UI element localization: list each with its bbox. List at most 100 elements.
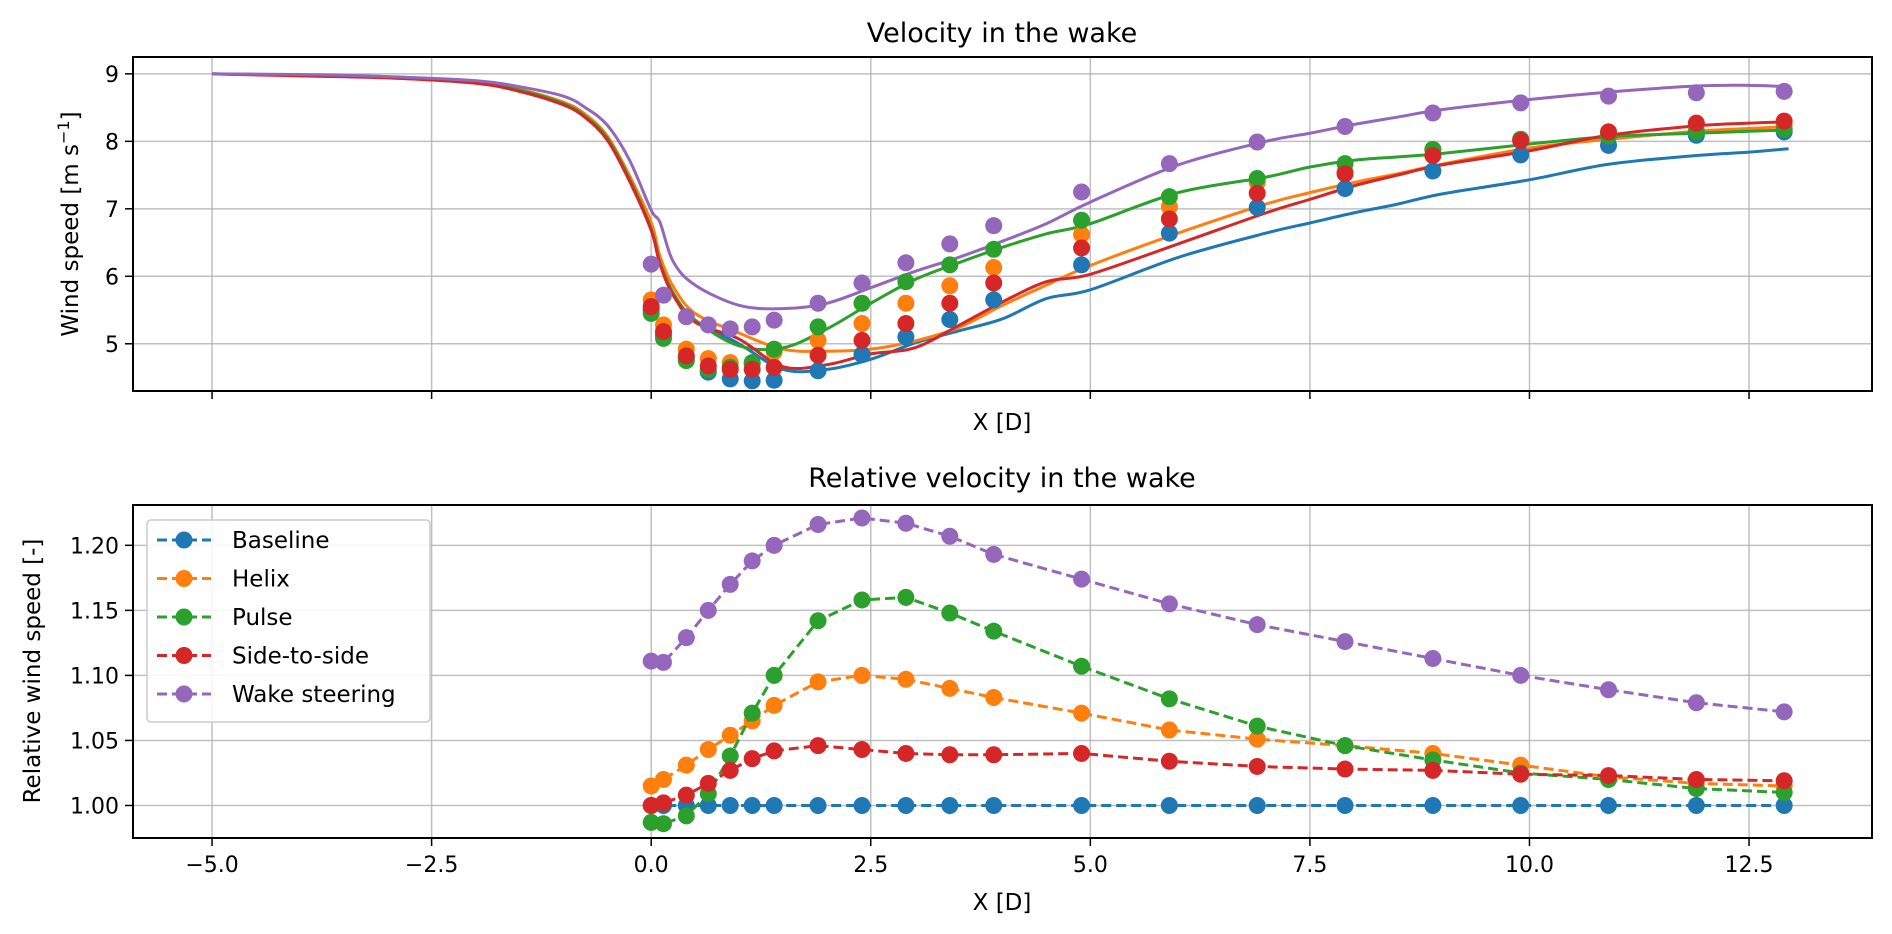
relative-point-helix bbox=[1248, 730, 1266, 748]
relative-velocity-ticks: −5.0 −2.5 0.0 2.5 5.0 7.5 10.0 12.5 1.00 1.05 1.10… bbox=[70, 534, 1774, 878]
relative-point-side-to-side bbox=[1248, 757, 1266, 775]
velocity-point-helix bbox=[985, 259, 1003, 277]
relative-point-pulse bbox=[1248, 717, 1266, 735]
relative-point-wake-steering bbox=[809, 516, 827, 534]
velocity-series-wake-steering bbox=[212, 72, 1789, 311]
velocity-point-wake-steering bbox=[985, 217, 1003, 235]
velocity-point-baseline bbox=[941, 310, 959, 328]
velocity-point-side-to-side bbox=[1248, 184, 1266, 202]
relative-velocity-xtick-label: −5.0 bbox=[185, 853, 238, 878]
velocity-point-side-to-side bbox=[1512, 132, 1530, 150]
velocity-point-pulse bbox=[853, 294, 871, 312]
relative-point-baseline bbox=[721, 796, 739, 814]
relative-point-pulse bbox=[897, 588, 915, 606]
relative-point-side-to-side bbox=[1160, 752, 1178, 770]
relative-point-pulse bbox=[765, 666, 783, 684]
relative-point-baseline bbox=[1687, 796, 1705, 814]
velocity-point-baseline bbox=[1248, 198, 1266, 216]
relative-velocity-xtick-label: 10.0 bbox=[1505, 853, 1554, 878]
velocity-xlabel: X [D] bbox=[973, 410, 1032, 436]
velocity-point-wake-steering bbox=[765, 311, 783, 329]
velocity-point-side-to-side bbox=[743, 360, 761, 378]
velocity-series-side-to-side bbox=[212, 72, 1789, 371]
relative-point-baseline bbox=[941, 796, 959, 814]
relative-series-wake-steering bbox=[642, 509, 1793, 721]
velocity-point-baseline bbox=[1336, 180, 1354, 198]
velocity-point-wake-steering bbox=[897, 254, 915, 272]
relative-line-pulse bbox=[651, 595, 1785, 826]
relative-velocity-xtick-label: 2.5 bbox=[853, 853, 888, 878]
relative-series-pulse bbox=[642, 588, 1793, 833]
velocity-point-wake-steering bbox=[677, 308, 695, 326]
velocity-point-side-to-side bbox=[809, 346, 827, 364]
relative-point-baseline bbox=[809, 796, 827, 814]
relative-point-helix bbox=[941, 679, 959, 697]
velocity-point-side-to-side bbox=[941, 294, 959, 312]
legend-marker-baseline bbox=[175, 531, 193, 549]
relative-series-side-to-side bbox=[642, 737, 1793, 814]
relative-point-helix bbox=[853, 666, 871, 684]
relative-velocity-xtick-label: 12.5 bbox=[1725, 853, 1774, 878]
relative-point-wake-steering bbox=[1424, 649, 1442, 667]
relative-point-side-to-side bbox=[1687, 770, 1705, 788]
relative-point-pulse bbox=[985, 622, 1003, 640]
velocity-point-pulse bbox=[941, 256, 959, 274]
relative-point-side-to-side bbox=[699, 774, 717, 792]
relative-point-helix bbox=[721, 726, 739, 744]
relative-point-baseline bbox=[1073, 796, 1091, 814]
relative-point-pulse bbox=[853, 591, 871, 609]
relative-point-side-to-side bbox=[1512, 765, 1530, 783]
velocity-line-helix bbox=[212, 72, 1789, 353]
relative-point-helix bbox=[809, 673, 827, 691]
velocity-point-side-to-side bbox=[897, 315, 915, 333]
velocity-point-side-to-side bbox=[853, 331, 871, 349]
relative-point-pulse bbox=[809, 612, 827, 630]
relative-point-baseline bbox=[1248, 796, 1266, 814]
relative-velocity-ytick-label: 1.00 bbox=[70, 794, 119, 819]
relative-velocity-title: Relative velocity in the wake bbox=[808, 463, 1196, 494]
velocity-point-baseline bbox=[1424, 162, 1442, 180]
velocity-ytick-label: 5 bbox=[105, 333, 119, 358]
relative-point-wake-steering bbox=[721, 575, 739, 593]
velocity-ytick-label: 8 bbox=[105, 130, 119, 155]
relative-velocity-ytick-label: 1.10 bbox=[70, 664, 119, 689]
relative-point-helix bbox=[1073, 704, 1091, 722]
relative-point-pulse bbox=[1775, 783, 1793, 801]
legend-label-helix: Helix bbox=[232, 567, 290, 593]
velocity-point-pulse bbox=[1073, 211, 1091, 229]
velocity-point-baseline bbox=[1160, 224, 1178, 242]
relative-point-helix bbox=[699, 741, 717, 759]
relative-point-wake-steering bbox=[1336, 633, 1354, 651]
velocity-point-wake-steering bbox=[809, 294, 827, 312]
velocity-point-baseline bbox=[809, 362, 827, 380]
velocity-point-wake-steering bbox=[1775, 82, 1793, 100]
velocity-point-helix bbox=[809, 331, 827, 349]
velocity-point-baseline bbox=[853, 346, 871, 364]
velocity-point-side-to-side bbox=[1160, 210, 1178, 228]
relative-point-baseline bbox=[985, 796, 1003, 814]
velocity-point-baseline bbox=[985, 291, 1003, 309]
relative-point-wake-steering bbox=[1248, 616, 1266, 634]
relative-point-wake-steering bbox=[985, 545, 1003, 563]
relative-point-pulse bbox=[654, 815, 672, 833]
relative-point-wake-steering bbox=[1600, 681, 1618, 699]
velocity-point-wake-steering bbox=[941, 235, 959, 253]
velocity-axes: Velocity in the wake 5 6 7 8 9 X [D] Wind sp… bbox=[54, 18, 1873, 436]
relative-point-side-to-side bbox=[853, 741, 871, 759]
relative-point-wake-steering bbox=[1073, 570, 1091, 588]
legend-label-pulse: Pulse bbox=[232, 605, 293, 631]
relative-point-side-to-side bbox=[654, 794, 672, 812]
velocity-point-side-to-side bbox=[699, 357, 717, 375]
velocity-line-pulse bbox=[212, 72, 1789, 352]
velocity-title: Velocity in the wake bbox=[867, 18, 1138, 49]
legend-marker-side-to-side bbox=[175, 647, 193, 664]
velocity-point-wake-steering bbox=[1073, 183, 1091, 201]
relative-point-pulse bbox=[743, 704, 761, 722]
relative-point-baseline bbox=[897, 796, 915, 814]
velocity-point-side-to-side bbox=[677, 347, 695, 365]
velocity-ytick-label: 6 bbox=[105, 265, 119, 290]
velocity-point-baseline bbox=[897, 328, 915, 346]
relative-point-side-to-side bbox=[1073, 744, 1091, 762]
velocity-point-pulse bbox=[897, 273, 915, 291]
